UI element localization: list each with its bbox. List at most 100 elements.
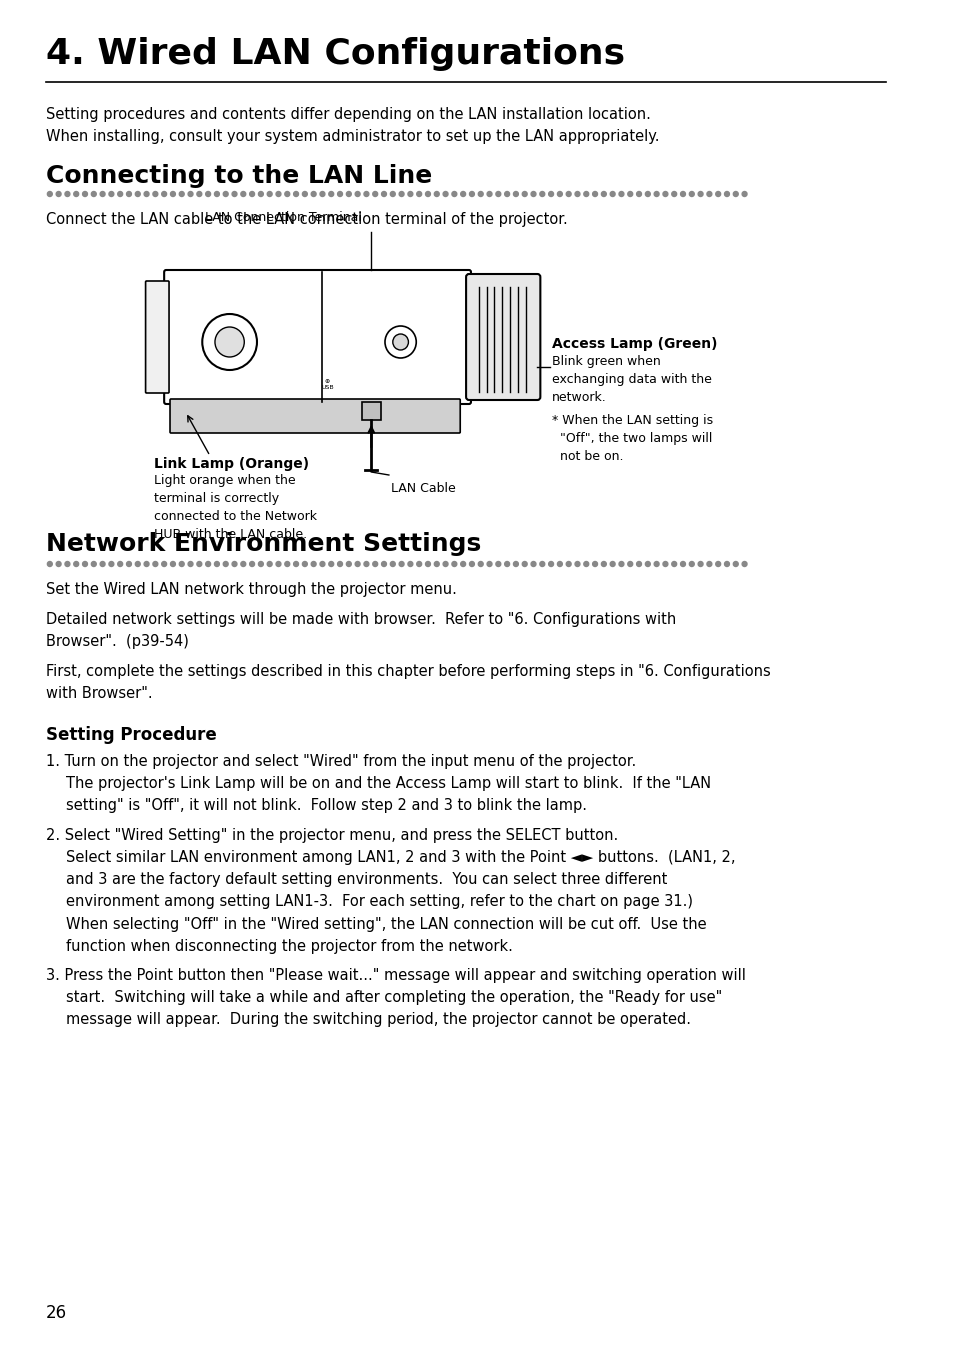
Circle shape bbox=[610, 192, 615, 196]
Circle shape bbox=[592, 192, 597, 196]
Circle shape bbox=[319, 561, 325, 566]
Circle shape bbox=[715, 561, 720, 566]
Circle shape bbox=[311, 192, 315, 196]
Circle shape bbox=[302, 561, 307, 566]
Circle shape bbox=[477, 561, 482, 566]
Circle shape bbox=[645, 561, 650, 566]
Circle shape bbox=[583, 192, 588, 196]
Circle shape bbox=[65, 561, 70, 566]
Circle shape bbox=[636, 192, 640, 196]
Circle shape bbox=[442, 192, 448, 196]
Circle shape bbox=[434, 561, 438, 566]
Circle shape bbox=[337, 561, 342, 566]
Circle shape bbox=[206, 561, 211, 566]
Circle shape bbox=[583, 561, 588, 566]
Circle shape bbox=[741, 561, 746, 566]
Circle shape bbox=[250, 561, 254, 566]
Circle shape bbox=[285, 192, 290, 196]
Circle shape bbox=[162, 561, 167, 566]
Circle shape bbox=[645, 192, 650, 196]
Text: Blink green when
exchanging data with the
network.: Blink green when exchanging data with th… bbox=[552, 356, 711, 404]
Text: ⊕
USB: ⊕ USB bbox=[321, 379, 334, 389]
Text: Set the Wired LAN network through the projector menu.: Set the Wired LAN network through the pr… bbox=[46, 581, 456, 598]
Circle shape bbox=[373, 192, 377, 196]
Circle shape bbox=[689, 192, 694, 196]
Circle shape bbox=[398, 192, 404, 196]
Text: start.  Switching will take a while and after completing the operation, the "Rea: start. Switching will take a while and a… bbox=[67, 990, 722, 1028]
Circle shape bbox=[267, 561, 272, 566]
Circle shape bbox=[496, 192, 500, 196]
Circle shape bbox=[513, 561, 517, 566]
Circle shape bbox=[504, 561, 509, 566]
Circle shape bbox=[636, 561, 640, 566]
Text: Setting Procedure: Setting Procedure bbox=[46, 726, 216, 744]
Circle shape bbox=[575, 192, 579, 196]
Circle shape bbox=[302, 192, 307, 196]
Circle shape bbox=[275, 192, 280, 196]
Circle shape bbox=[390, 192, 395, 196]
Circle shape bbox=[171, 561, 175, 566]
Circle shape bbox=[144, 192, 149, 196]
Circle shape bbox=[557, 561, 561, 566]
Circle shape bbox=[408, 561, 413, 566]
Circle shape bbox=[346, 561, 351, 566]
Circle shape bbox=[592, 561, 597, 566]
Circle shape bbox=[679, 192, 685, 196]
Circle shape bbox=[600, 561, 606, 566]
Circle shape bbox=[100, 561, 105, 566]
Circle shape bbox=[100, 192, 105, 196]
Circle shape bbox=[117, 192, 123, 196]
Text: Light orange when the
terminal is correctly
connected to the Network
HUB with th: Light orange when the terminal is correc… bbox=[154, 475, 317, 541]
Circle shape bbox=[109, 561, 113, 566]
Circle shape bbox=[202, 314, 256, 370]
Circle shape bbox=[393, 334, 408, 350]
Circle shape bbox=[531, 192, 536, 196]
Circle shape bbox=[65, 192, 70, 196]
Circle shape bbox=[627, 192, 632, 196]
Circle shape bbox=[487, 561, 492, 566]
Circle shape bbox=[496, 561, 500, 566]
Text: The projector's Link Lamp will be on and the Access Lamp will start to blink.  I: The projector's Link Lamp will be on and… bbox=[67, 776, 711, 813]
Circle shape bbox=[250, 192, 254, 196]
Circle shape bbox=[469, 561, 474, 566]
Circle shape bbox=[135, 561, 140, 566]
Circle shape bbox=[662, 561, 667, 566]
Circle shape bbox=[329, 192, 334, 196]
Text: Access Lamp (Green): Access Lamp (Green) bbox=[552, 337, 717, 352]
Circle shape bbox=[723, 561, 729, 566]
Circle shape bbox=[109, 192, 113, 196]
Text: Connecting to the LAN Line: Connecting to the LAN Line bbox=[46, 164, 432, 188]
Circle shape bbox=[425, 561, 430, 566]
Text: Connect the LAN cable to the LAN connection terminal of the projector.: Connect the LAN cable to the LAN connect… bbox=[46, 212, 567, 227]
Circle shape bbox=[618, 561, 623, 566]
Circle shape bbox=[240, 561, 246, 566]
Circle shape bbox=[364, 192, 369, 196]
Circle shape bbox=[460, 561, 465, 566]
Circle shape bbox=[513, 192, 517, 196]
Text: LAN Cable: LAN Cable bbox=[391, 483, 456, 495]
Circle shape bbox=[521, 192, 527, 196]
Text: Select similar LAN environment among LAN1, 2 and 3 with the Point ◄► buttons.  (: Select similar LAN environment among LAN… bbox=[67, 850, 735, 953]
Text: 2. Select "Wired Setting" in the projector menu, and press the SELECT button.: 2. Select "Wired Setting" in the project… bbox=[46, 827, 618, 844]
Circle shape bbox=[706, 192, 711, 196]
Circle shape bbox=[232, 561, 236, 566]
Circle shape bbox=[152, 192, 157, 196]
Text: First, complete the settings described in this chapter before performing steps i: First, complete the settings described i… bbox=[46, 664, 770, 702]
Circle shape bbox=[188, 561, 193, 566]
Circle shape bbox=[390, 561, 395, 566]
Circle shape bbox=[671, 561, 676, 566]
Circle shape bbox=[73, 561, 78, 566]
Circle shape bbox=[487, 192, 492, 196]
Circle shape bbox=[346, 192, 351, 196]
Circle shape bbox=[539, 192, 544, 196]
Circle shape bbox=[452, 561, 456, 566]
Circle shape bbox=[127, 561, 132, 566]
Circle shape bbox=[258, 192, 263, 196]
Circle shape bbox=[319, 192, 325, 196]
Circle shape bbox=[706, 561, 711, 566]
Text: 1. Turn on the projector and select "Wired" from the input menu of the projector: 1. Turn on the projector and select "Wir… bbox=[46, 754, 636, 769]
Circle shape bbox=[214, 561, 219, 566]
Circle shape bbox=[460, 192, 465, 196]
Circle shape bbox=[355, 561, 359, 566]
Circle shape bbox=[416, 192, 421, 196]
